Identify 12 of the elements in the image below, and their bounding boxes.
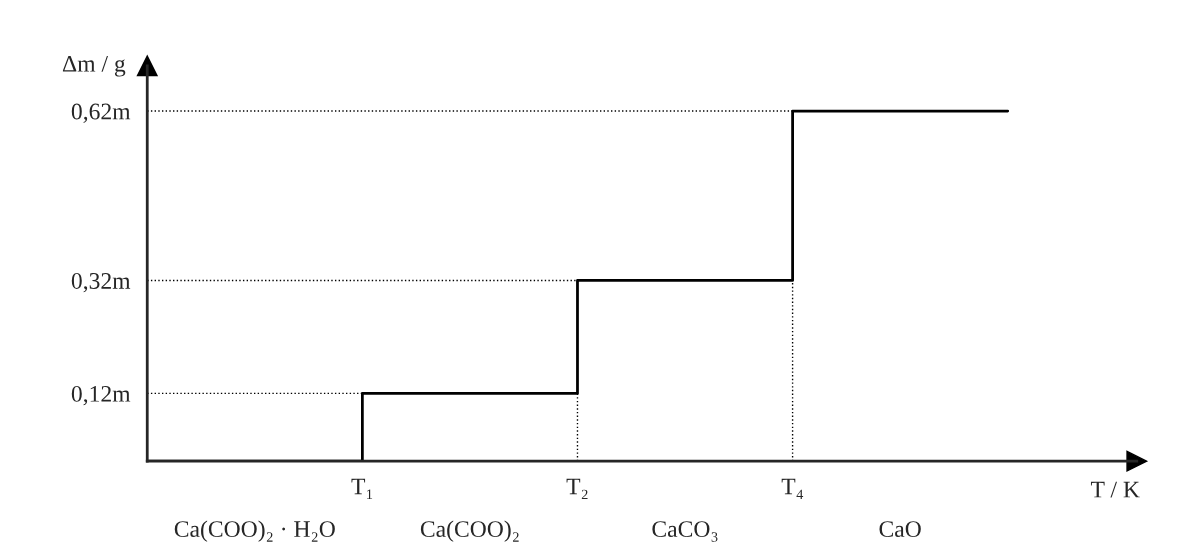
text: Ca(COO)₂ · H₂O	[174, 520, 335, 542]
text: CaCO₃	[652, 521, 718, 542]
x-tick-label: T₂	[566, 478, 588, 500]
text: CaO	[879, 521, 921, 538]
y-tick-label: 0,12m	[71, 385, 131, 406]
y-tick-label: 0,62m	[71, 103, 131, 123]
y-axis-title: Δm / g	[62, 55, 126, 77]
text: Ca(COO)₂	[420, 520, 519, 542]
x-tick-label: T₁	[351, 478, 373, 499]
x-axis-title: T / K	[1090, 481, 1140, 498]
y-tick-label: 0,32m	[71, 272, 131, 293]
x-tick-label: T₄	[781, 478, 804, 499]
